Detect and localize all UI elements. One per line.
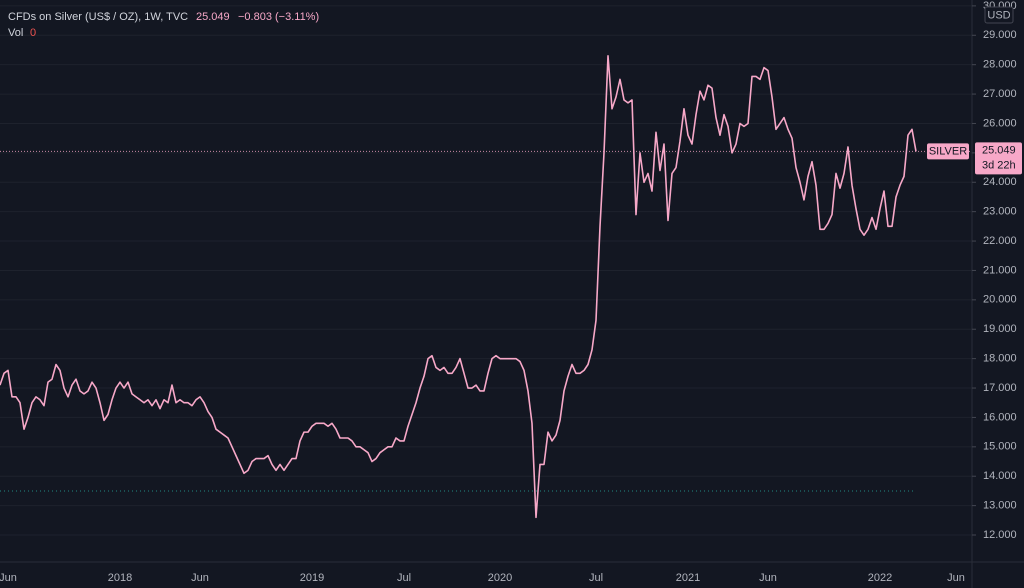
x-tick-label: 2022 [868,572,892,584]
plot [0,55,972,519]
symbol-badge-label: SILVER [929,145,967,157]
x-tick-label: 2019 [300,572,324,584]
x-tick-label: 2018 [108,572,132,584]
x-tick-label: Jun [191,572,209,584]
price-line [0,55,917,519]
x-tick-label: Jul [397,572,411,584]
y-tick-label: 21.000 [983,264,1017,276]
symbol-badge [927,143,969,160]
x-tick-label: 2021 [676,572,700,584]
y-tick-label: 14.000 [983,470,1017,482]
y-tick-label: 13.000 [983,500,1017,512]
y-tick-label: 26.000 [983,117,1017,129]
price-badge [975,142,1022,175]
y-tick-label: 17.000 [983,382,1017,394]
y-tick-label: 28.000 [983,59,1017,71]
countdown-label: 3d 22h [982,159,1016,171]
grid [0,5,972,536]
x-tick-label: Jul [589,572,603,584]
x-tick-label: 2020 [488,572,512,584]
y-tick-label: 30.000 [983,0,1017,12]
y-tick-label: 15.000 [983,441,1017,453]
currency-label[interactable]: USD [987,9,1010,21]
price-badge-label: 25.049 [982,144,1016,156]
header-change: −0.803 (−3.11%) [238,11,319,23]
y-tick-label: 20.000 [983,294,1017,306]
y-tick-label: 23.000 [983,206,1017,218]
y-tick-label: 24.000 [983,176,1017,188]
x-tick-label: Jun [0,572,17,584]
volume-value: 0 [30,27,36,39]
y-tick-label: 12.000 [983,529,1017,541]
x-tick-label: Jun [759,572,777,584]
y-tick-label: 18.000 [983,353,1017,365]
x-tick-label: Jun [947,572,965,584]
y-tick-label: 16.000 [983,411,1017,423]
currency-box[interactable] [984,6,1014,24]
y-tick-label: 22.000 [983,235,1017,247]
y-tick-label: 29.000 [983,29,1017,41]
header-last-price: 25.049 [196,11,230,23]
y-tick-label: 27.000 [983,88,1017,100]
volume-label: Vol [8,27,23,39]
y-tick-label: 19.000 [983,323,1017,335]
symbol-title: CFDs on Silver (US$ / OZ), 1W, TVC [8,11,188,23]
